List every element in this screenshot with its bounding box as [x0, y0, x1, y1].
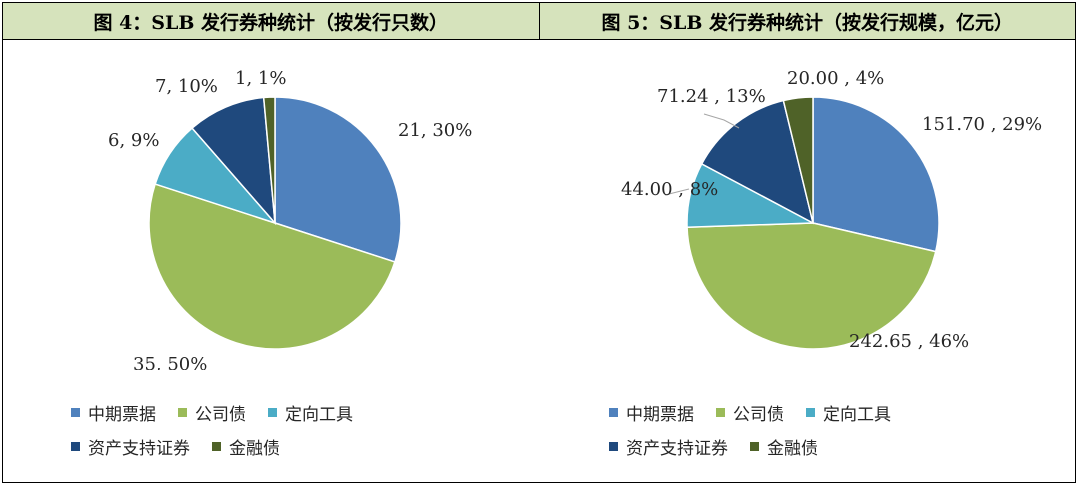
legend-swatch [750, 441, 759, 451]
pie-slice-corporate-bond [686, 222, 937, 350]
legend-label: 定向工具 [285, 404, 353, 425]
legend-swatch [609, 441, 618, 451]
chart-panel-right: 151.70 , 29% 242.65 , 46% 44.00 , 8% 71.24 … [539, 40, 1075, 482]
pie-slice-mtn [812, 96, 940, 253]
data-label-corporate-bond: 35, 50% [133, 354, 207, 370]
legend-swatch [806, 407, 815, 417]
chart-panel-left: 21, 30% 35, 50% 6, 9% 7, 10% 1, 1% 中期票据 公司债 … [3, 40, 539, 482]
data-label-ppn: 44.00 , 8% [621, 179, 718, 200]
legend-swatch [268, 407, 277, 417]
data-label-financial-bond: 1, 1% [235, 68, 286, 89]
leader-line [703, 113, 740, 129]
legend-label: 金融债 [229, 438, 280, 459]
legend-label: 资产支持证券 [88, 438, 190, 459]
data-label-mtn: 21, 30% [398, 120, 472, 141]
legend-item-corporate-bond: 公司债 [716, 400, 784, 425]
pie-slice-financial-bond [262, 96, 276, 224]
data-label-financial-bond: 20.00 , 4% [787, 68, 884, 89]
chart-title-left: 图 4：SLB 发行券种统计（按发行只数） [3, 3, 539, 39]
legend-item-ppn: 定向工具 [268, 400, 353, 425]
legend-item-financial-bond: 金融债 [212, 434, 280, 459]
legend-label: 中期票据 [88, 404, 156, 425]
legend-swatch [212, 441, 221, 451]
legend-swatch [178, 407, 187, 417]
data-label-corporate-bond: 242.65 , 46% [849, 331, 969, 352]
legend-item-abs: 资产支持证券 [71, 434, 190, 459]
legend-item-corporate-bond: 公司债 [178, 400, 246, 425]
data-label-ppn: 6, 9% [108, 130, 159, 151]
data-label-abs: 7, 10% [155, 76, 218, 97]
legend-item-mtn: 中期票据 [609, 400, 694, 425]
legend-left: 中期票据 公司债 定向工具 资产支持证券 金融债 [71, 395, 375, 463]
chart-title-right: 图 5：SLB 发行券种统计（按发行规模，亿元） [538, 3, 1075, 39]
pie-slice-corporate-bond [148, 183, 396, 350]
legend-item-ppn: 定向工具 [806, 400, 891, 425]
pie-slice-mtn [274, 96, 402, 263]
legend-swatch [71, 441, 80, 451]
legend-item-financial-bond: 金融债 [750, 434, 818, 459]
leader-line [664, 188, 690, 196]
legend-label: 公司债 [733, 404, 784, 425]
pie-chart-amount: 151.70 , 29% 242.65 , 46% 44.00 , 8% 71.24 … [621, 68, 1042, 352]
legend-item-mtn: 中期票据 [71, 400, 156, 425]
pie-slice-abs [191, 96, 276, 226]
legend-swatch [716, 407, 725, 417]
pie-chart-count: 21, 30% 35, 50% 6, 9% 7, 10% 1, 1% [108, 68, 472, 370]
legend-label: 定向工具 [823, 404, 891, 425]
figure-headers: 图 4：SLB 发行券种统计（按发行只数） 图 5：SLB 发行券种统计（按发行… [3, 3, 1075, 40]
data-label-mtn: 151.70 , 29% [922, 114, 1042, 135]
legend-swatch [71, 407, 80, 417]
legend-right: 中期票据 公司债 定向工具 资产支持证券 金融债 [609, 395, 913, 463]
data-label-abs: 71.24 , 13% [657, 86, 766, 107]
legend-item-abs: 资产支持证券 [609, 434, 728, 459]
legend-label: 中期票据 [626, 404, 694, 425]
legend-label: 公司债 [195, 404, 246, 425]
legend-label: 金融债 [767, 438, 818, 459]
legend-swatch [609, 407, 618, 417]
pie-slice-financial-bond [782, 96, 814, 224]
legend-label: 资产支持证券 [626, 438, 728, 459]
pie-slice-abs [700, 99, 815, 225]
